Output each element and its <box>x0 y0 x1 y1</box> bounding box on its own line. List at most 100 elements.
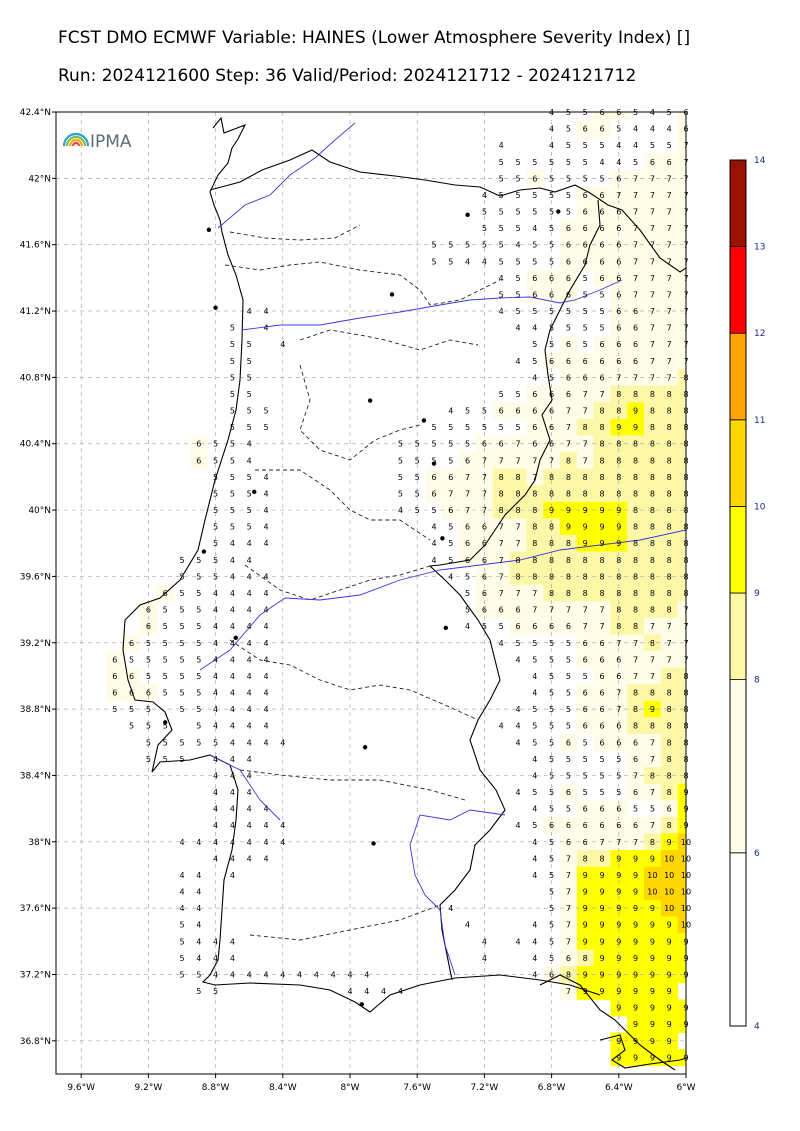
grid-value: 4 <box>280 821 285 830</box>
grid-value: 7 <box>667 208 672 217</box>
grid-value: 8 <box>667 821 672 830</box>
value-cell <box>593 551 611 569</box>
grid-value: 4 <box>213 672 218 681</box>
grid-value: 8 <box>667 606 672 615</box>
grid-value: 5 <box>515 191 520 200</box>
value-cell <box>627 452 645 470</box>
grid-value: 6 <box>515 407 520 416</box>
grid-value: 6 <box>163 589 168 598</box>
value-cell <box>509 402 527 420</box>
grid-value: 8 <box>650 689 655 698</box>
grid-value: 5 <box>230 407 235 416</box>
grid-value: 9 <box>633 871 638 880</box>
grid-value: 7 <box>667 274 672 283</box>
lat-tick-label: 40°N <box>28 506 51 516</box>
grid-value: 6 <box>146 689 151 698</box>
rivers <box>199 122 686 976</box>
grid-value: 4 <box>515 821 520 830</box>
value-cell <box>526 601 544 619</box>
grid-value: 6 <box>499 606 504 615</box>
grid-value: 6 <box>599 689 604 698</box>
grid-value: 6 <box>549 390 554 399</box>
grid-value: 8 <box>583 489 588 498</box>
value-cell <box>644 1049 662 1067</box>
grid-value: 4 <box>213 722 218 731</box>
grid-value: 4 <box>297 970 302 979</box>
value-cell <box>660 203 679 221</box>
value-cell <box>627 518 645 536</box>
grid-value: 8 <box>616 440 621 449</box>
grid-value: 4 <box>465 257 470 266</box>
grid-value: 4 <box>263 838 268 847</box>
grid-value: 9 <box>616 954 621 963</box>
grid-value: 5 <box>482 241 487 250</box>
grid-value: 4 <box>331 970 336 979</box>
grid-value: 5 <box>196 672 201 681</box>
grid-value: 4 <box>230 705 235 714</box>
grid-value: 7 <box>532 456 537 465</box>
value-cell <box>660 302 679 320</box>
grid-value: 5 <box>515 224 520 233</box>
grid-value: 4 <box>263 854 268 863</box>
grid-value: 4 <box>230 970 235 979</box>
grid-value: 6 <box>549 407 554 416</box>
value-cell <box>660 1032 679 1050</box>
grid-value: 8 <box>599 589 604 598</box>
grid-value: 5 <box>179 606 184 615</box>
value-cell <box>677 468 686 486</box>
grid-value: 7 <box>566 937 571 946</box>
grid-value: 7 <box>515 456 520 465</box>
value-cell <box>593 916 611 934</box>
grid-value: 9 <box>667 937 672 946</box>
grid-value: 4 <box>263 738 268 747</box>
grid-value: 6 <box>633 738 638 747</box>
grid-value: 5 <box>549 191 554 200</box>
grid-value: 5 <box>583 738 588 747</box>
lon-tick-label: 9.2°W <box>135 1083 163 1093</box>
grid-value: 6 <box>616 257 621 266</box>
grid-value: 6 <box>566 224 571 233</box>
grid-value: 5 <box>431 456 436 465</box>
grid-value: 6 <box>499 407 504 416</box>
value-cell <box>677 1049 686 1067</box>
grid-value: 9 <box>616 854 621 863</box>
grid-value: 6 <box>583 722 588 731</box>
grid-value: 5 <box>515 390 520 399</box>
grid-value: 4 <box>499 141 504 150</box>
value-cell <box>610 269 628 287</box>
grid-value: 5 <box>431 440 436 449</box>
value-cell <box>560 949 578 967</box>
grid-value: 5 <box>532 241 537 250</box>
spain-border-south <box>539 974 676 1071</box>
grid-value: 6 <box>583 821 588 830</box>
grid-value: 6 <box>667 158 672 167</box>
grid-value: 8 <box>650 606 655 615</box>
grid-value: 8 <box>515 473 520 482</box>
value-cell <box>660 518 679 536</box>
grid-value: 9 <box>583 970 588 979</box>
value-cell <box>610 982 628 1000</box>
grid-value: 5 <box>179 572 184 581</box>
value-cell <box>644 203 662 221</box>
grid-value: 7 <box>650 290 655 299</box>
value-cell <box>560 866 578 884</box>
grid-value: 5 <box>549 738 554 747</box>
grid-value: 4 <box>213 771 218 780</box>
city-markers <box>163 209 561 1007</box>
grid-value: 5 <box>465 423 470 432</box>
grid-value: 4 <box>499 274 504 283</box>
grid-value: 6 <box>448 473 453 482</box>
grid-value: 7 <box>482 489 487 498</box>
value-cell <box>660 352 679 370</box>
lat-tick-label: 36.8°N <box>20 1037 51 1047</box>
value-cell <box>543 518 561 536</box>
value-cell <box>610 252 628 271</box>
value-cell <box>627 933 645 951</box>
grid-value: 8 <box>633 705 638 714</box>
value-cell <box>644 568 662 586</box>
grid-value: 5 <box>129 722 134 731</box>
grid-value: 4 <box>650 125 655 134</box>
value-cell <box>593 733 611 752</box>
grid-value: 4 <box>515 788 520 797</box>
